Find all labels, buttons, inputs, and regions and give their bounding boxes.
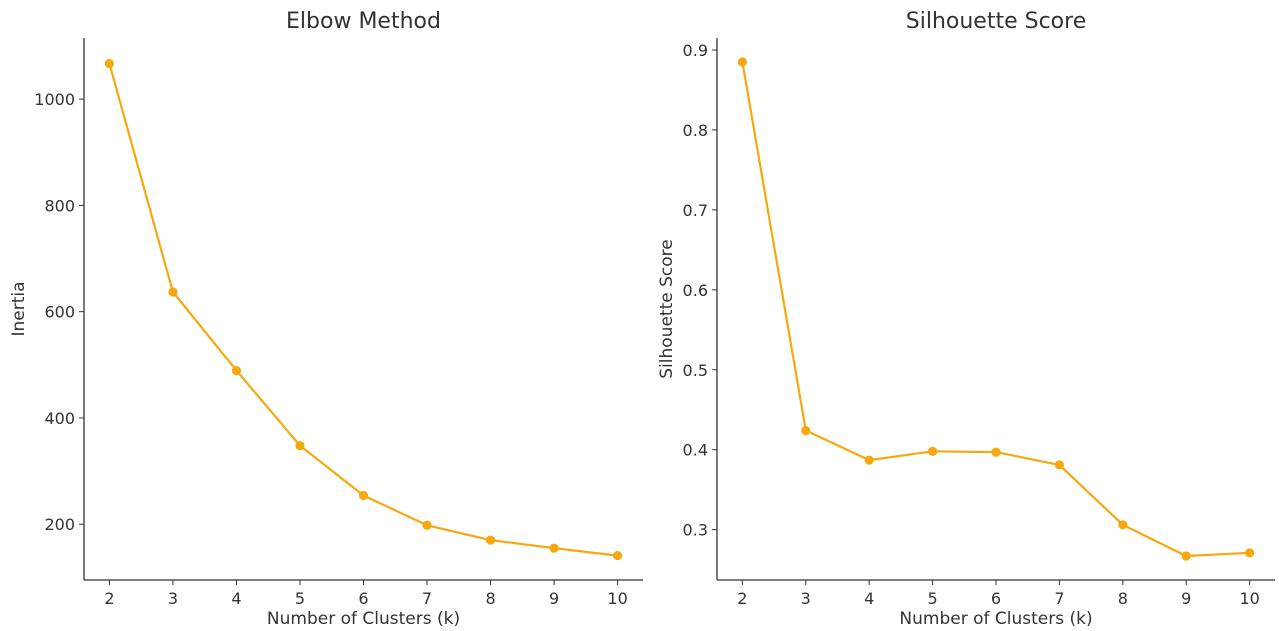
chart-title: Elbow Method [286, 9, 441, 34]
y-tick-label: 0.9 [683, 41, 708, 60]
x-tick-label: 8 [1118, 589, 1128, 608]
y-tick-label: 1000 [34, 90, 75, 109]
data-point [612, 550, 623, 561]
data-point [485, 535, 496, 545]
x-tick-label: 8 [485, 589, 495, 608]
x-tick-label: 4 [864, 589, 874, 608]
data-point [295, 440, 305, 451]
y-axis-label: Silhouette Score [657, 239, 677, 378]
y-tick-label: 0.5 [683, 361, 708, 380]
data-point [104, 58, 115, 69]
series-line [108, 63, 618, 557]
y-tick-label: 0.6 [683, 281, 708, 300]
data-point [1245, 548, 1255, 558]
x-tick-label: 2 [737, 589, 747, 608]
x-axis-label: Number of Clusters (k) [899, 609, 1092, 629]
x-tick-label: 10 [607, 589, 627, 608]
data-point [422, 520, 432, 530]
silhouette-score-chart: Silhouette Score 2 3 4 5 6 7 8 9 10 0.3 0.4 0.5 0.6 0.… [657, 9, 1275, 629]
y-tick-label: 400 [44, 409, 75, 428]
y-tick-label: 0.4 [683, 441, 708, 460]
x-tick-label: 7 [422, 589, 432, 608]
data-point [1054, 460, 1065, 470]
x-tick-label: 4 [231, 589, 241, 608]
y-tick-label: 600 [44, 303, 75, 322]
data-point [549, 543, 559, 553]
data-point [801, 425, 811, 436]
x-tick-label: 3 [168, 589, 178, 608]
x-tick-label: 7 [1054, 589, 1064, 608]
data-point [1118, 520, 1128, 530]
data-point [864, 455, 874, 465]
y-tick-label: 0.7 [683, 201, 708, 220]
x-tick-label: 3 [801, 589, 811, 608]
data-point [168, 287, 178, 297]
x-axis-label: Number of Clusters (k) [267, 609, 460, 629]
x-tick-label: 6 [991, 589, 1001, 608]
y-axis-label: Inertia [9, 281, 29, 336]
chart-title: Silhouette Score [906, 9, 1086, 34]
y-tick-label: 0.3 [683, 521, 708, 540]
series-line [741, 61, 1250, 558]
data-point [737, 57, 747, 67]
x-tick-label: 9 [1181, 589, 1191, 608]
x-tick-label: 5 [295, 589, 305, 608]
x-tick-label: 5 [927, 589, 937, 608]
y-tick-label: 0.8 [683, 121, 708, 140]
y-tick-label: 200 [44, 515, 75, 534]
x-tick-label: 9 [549, 589, 559, 608]
elbow-method-chart: Elbow Method 2 3 4 5 6 7 8 9 10 200 400 600 800 1000 Nu… [9, 9, 643, 629]
x-tick-label: 2 [104, 589, 114, 608]
data-point [231, 366, 242, 376]
data-point [927, 446, 938, 456]
x-tick-label: 10 [1239, 589, 1259, 608]
data-point [991, 447, 1001, 457]
data-point [358, 490, 369, 501]
x-tick-label: 6 [358, 589, 368, 608]
y-tick-label: 800 [44, 196, 75, 215]
data-point [1181, 551, 1191, 561]
